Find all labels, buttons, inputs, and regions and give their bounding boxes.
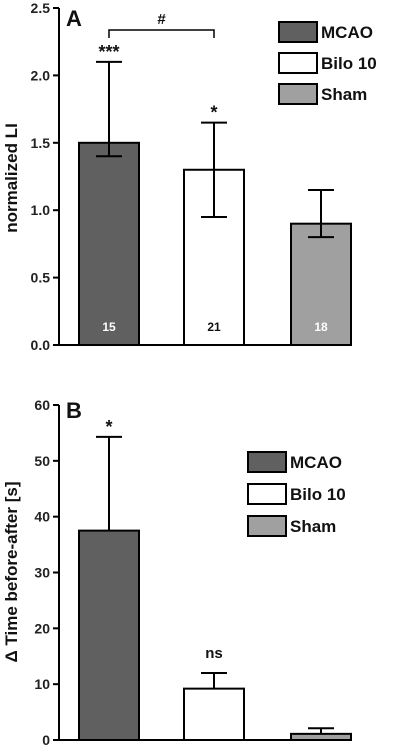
- panel-b-legend-label: Sham: [290, 517, 336, 536]
- panel-a-legend-label: Sham: [321, 85, 367, 104]
- panel-b-legend-swatch: [247, 515, 287, 537]
- panel-b-y-tick-label: 60: [34, 397, 50, 413]
- panel-b-label: B: [66, 398, 82, 423]
- panel-b-y-tick-label: 40: [34, 509, 50, 525]
- panel-a-legend-swatch: [278, 52, 318, 74]
- panel-b-legend-label: Bilo 10: [290, 485, 346, 504]
- panel-b-y-tick-label: 0: [42, 732, 50, 748]
- panel-b-legend-label: MCAO: [290, 453, 342, 472]
- panel-a-y-tick-label: 2.0: [31, 67, 51, 83]
- panel-a-legend-label: MCAO: [321, 23, 373, 42]
- panel-b-legend-swatch: [247, 451, 287, 473]
- panel-b-bar-mcao: [78, 529, 140, 741]
- panel-b-chart: B Δ Time before-after [s] 0 10 20 30 40 50 60 * ns…: [2, 397, 352, 748]
- panel-a-y-axis-title: normalized LI: [2, 123, 21, 233]
- panel-a-n-label: 15: [102, 320, 116, 334]
- panel-a-y-tick-label: 1.5: [31, 135, 51, 151]
- panel-b-significance-label: *: [105, 417, 112, 437]
- panel-a-legend-swatch: [278, 21, 318, 43]
- panel-a-y-tick-label: 2.5: [31, 0, 51, 16]
- panel-a-y-tick-label: 1.0: [31, 202, 51, 218]
- panel-a-legend-swatch: [278, 83, 318, 105]
- panel-a-bar-mcao: [78, 141, 140, 346]
- panel-a-y-tick-label: 0.5: [31, 270, 51, 286]
- panel-a-n-label: 21: [207, 320, 221, 334]
- panel-a-legend-label: Bilo 10: [321, 54, 377, 73]
- panel-b-significance-label: ns: [205, 645, 223, 662]
- panel-b-y-tick-label: 30: [34, 565, 50, 581]
- panel-a-n-label: 18: [314, 320, 328, 334]
- panel-b-y-axis-title: Δ Time before-after [s]: [2, 482, 21, 663]
- panel-a-comparison-label: #: [157, 11, 166, 28]
- panel-b-bar-sham: [290, 732, 352, 742]
- panel-a-comparison-bracket: [108, 29, 215, 38]
- panel-b-bar-bilo-10: [183, 687, 245, 742]
- panel-b-y-tick-label: 10: [34, 676, 50, 692]
- panel-a-significance-label: *: [210, 103, 217, 123]
- panel-a-y-tick-label: 0.0: [31, 337, 51, 353]
- panel-b-legend-swatch: [247, 483, 287, 505]
- panel-b-y-tick-label: 20: [34, 620, 50, 636]
- panel-a-significance-label: ***: [98, 42, 119, 62]
- panel-a-label: A: [66, 6, 82, 31]
- panel-b-y-tick-label: 50: [34, 453, 50, 469]
